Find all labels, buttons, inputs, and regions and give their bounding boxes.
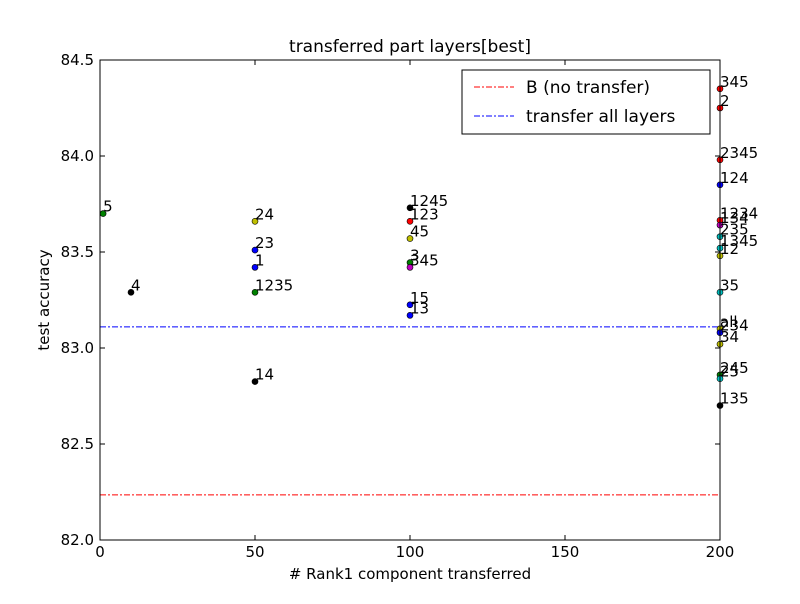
point-label: 1345 — [720, 232, 758, 250]
point-label: 123 — [410, 205, 439, 223]
data-point — [406, 264, 414, 271]
chart-title: transferred part layers[best] — [289, 37, 531, 57]
y-tick-label: 84.5 — [61, 51, 94, 69]
point-label: 235 — [720, 221, 749, 239]
y-tick-label: 82.0 — [61, 531, 94, 549]
data-point — [251, 217, 259, 225]
point-label: all — [720, 313, 738, 331]
point-label: 1 — [255, 251, 265, 269]
data-point — [251, 264, 259, 271]
point-label: 135 — [720, 390, 749, 408]
point-label: 1245 — [410, 192, 448, 210]
point-label: 35 — [720, 276, 739, 294]
reference-lines — [100, 326, 720, 496]
point-label: 2 — [720, 92, 730, 110]
point-label: 25 — [720, 363, 739, 381]
y-tick-label: 83.0 — [61, 339, 94, 357]
point-label: 124 — [720, 169, 749, 187]
point-label: 1235 — [255, 276, 293, 294]
data-point — [251, 246, 259, 254]
point-label: 345 — [720, 73, 749, 91]
point-label: 14 — [255, 366, 274, 384]
point-label: 345 — [410, 251, 439, 269]
point-label: 245 — [720, 359, 749, 377]
x-axis-label: # Rank1 component transferred — [289, 565, 531, 583]
y-axis-label: test accuracy — [35, 249, 53, 350]
x-tick-label: 150 — [551, 543, 580, 561]
data-points — [99, 85, 724, 409]
point-label: 45 — [410, 223, 429, 241]
axis-ticks — [99, 59, 721, 541]
data-point — [406, 312, 414, 319]
data-point — [251, 378, 259, 385]
data-point — [406, 217, 414, 225]
point-label: 3 — [410, 247, 420, 265]
legend-label-no-transfer: B (no transfer) — [526, 78, 650, 98]
point-label: 13 — [410, 299, 429, 317]
x-tick-label: 200 — [706, 543, 735, 561]
point-label: 234 — [720, 317, 749, 335]
legend-box — [461, 69, 711, 135]
data-point — [251, 289, 259, 296]
data-point — [406, 301, 414, 309]
point-label: 5 — [103, 198, 113, 216]
y-tick-label: 83.5 — [61, 243, 94, 261]
x-tick-label: 50 — [245, 543, 264, 561]
point-label: 1234 — [720, 204, 758, 222]
x-tick-label: 100 — [396, 543, 425, 561]
point-label: 2345 — [720, 144, 758, 162]
x-tick-labels: 0 50 100 150 200 — [95, 543, 734, 561]
x-tick-label: 0 — [95, 543, 105, 561]
y-tick-label: 82.5 — [61, 435, 94, 453]
plot-area — [100, 60, 720, 540]
point-label: 134 — [720, 209, 749, 227]
point-label: 23 — [255, 234, 274, 252]
point-label: 24 — [255, 205, 274, 223]
data-point — [406, 204, 414, 212]
point-label: 15 — [410, 289, 429, 307]
legend-label-transfer-all: transfer all layers — [526, 107, 675, 127]
point-label: 12 — [720, 240, 739, 258]
y-tick-label: 84.0 — [61, 147, 94, 165]
data-point — [127, 289, 135, 296]
legend: B (no transfer) transfer all layers — [461, 69, 711, 135]
point-labels: 5424231123514124512345334515133452234512… — [103, 73, 758, 408]
data-point — [406, 235, 414, 242]
y-tick-labels: 82.0 82.5 83.0 83.5 84.0 84.5 — [61, 51, 94, 549]
point-label: 34 — [720, 328, 739, 346]
point-label: 4 — [131, 276, 141, 294]
